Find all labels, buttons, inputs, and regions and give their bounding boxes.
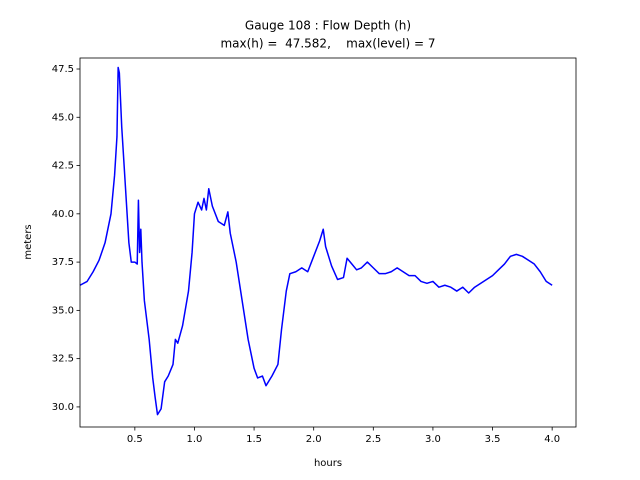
y-tick-label: 45.0 <box>52 112 74 123</box>
x-tick-label: 2.0 <box>306 434 322 445</box>
y-tick-label: 32.5 <box>52 354 74 365</box>
chart-subtitle: max(h) = 47.582, max(level) = 7 <box>220 37 435 51</box>
x-tick-label: 0.5 <box>127 434 143 445</box>
x-tick-label: 2.5 <box>365 434 381 445</box>
y-tick-label: 35.0 <box>52 305 74 316</box>
chart-title: Gauge 108 : Flow Depth (h) <box>245 19 411 33</box>
y-tick-label: 42.5 <box>52 161 74 172</box>
y-tick-label: 47.5 <box>52 64 74 75</box>
x-axis-label: hours <box>314 458 342 469</box>
plot-frame <box>79 57 577 428</box>
x-tick-label: 3.5 <box>485 434 501 445</box>
x-tick-label: 1.5 <box>246 434 262 445</box>
y-axis-label: meters <box>23 224 34 259</box>
x-tick-label: 1.0 <box>187 434 203 445</box>
y-tick-label: 30.0 <box>52 402 74 413</box>
x-tick-label: 3.0 <box>425 434 441 445</box>
y-tick-label: 37.5 <box>52 257 74 268</box>
y-tick-label: 40.0 <box>52 209 74 220</box>
x-tick-label: 4.0 <box>544 434 560 445</box>
data-line <box>79 66 553 416</box>
